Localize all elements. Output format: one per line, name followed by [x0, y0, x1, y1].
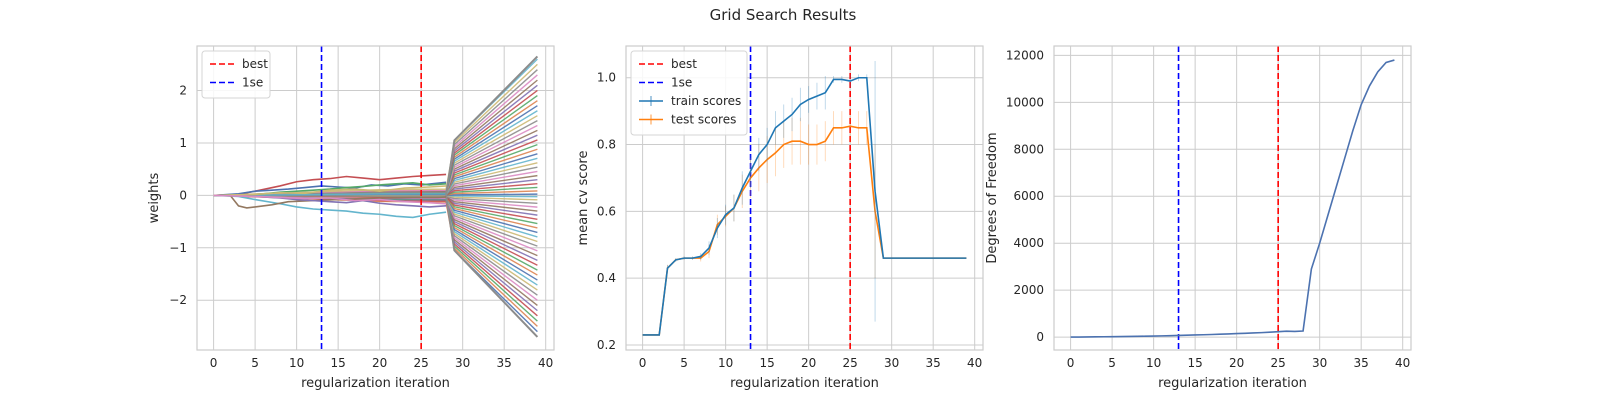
x-tick-label: 15: [1187, 356, 1202, 370]
series-line: [642, 76, 967, 336]
x-axis-label: regularization iteration: [1158, 376, 1307, 391]
x-tick-label: 40: [1395, 356, 1410, 370]
x-tick-label: 35: [497, 356, 512, 370]
x-tick-label: 35: [926, 356, 941, 370]
series-test-scores: [642, 109, 967, 336]
y-tick-label: 2: [179, 84, 187, 98]
y-tick-label: 8000: [1013, 142, 1044, 156]
y-tick-label: −2: [169, 293, 187, 307]
x-tick-label: 5: [251, 356, 259, 370]
x-tick-label: 40: [967, 356, 982, 370]
x-tick-label: 30: [1312, 356, 1327, 370]
chart-cv-scores: 0 5 10 15 20 25 30 35 40 0.2 0.4 0.6 0.8 1.0 regulariz…: [576, 45, 984, 391]
y-tick-label: 2000: [1013, 283, 1044, 297]
y-axis-label: Degrees of Freedom: [985, 132, 1000, 263]
axes-frame: [1053, 45, 1412, 351]
x-tick-label: 20: [372, 356, 387, 370]
y-tick-label: 0.4: [597, 271, 616, 285]
dof-line: [1070, 59, 1395, 338]
x-axis-label: regularization iteration: [301, 376, 450, 391]
x-tick-label: 15: [330, 356, 345, 370]
legend-label-train-scores: train scores: [671, 94, 741, 108]
weight-line: [213, 185, 447, 197]
legend-label-1se: 1se: [671, 76, 692, 90]
plot-area: [1054, 46, 1411, 350]
x-tick-label: 25: [414, 356, 429, 370]
weight-line: [213, 194, 447, 219]
x-tick-label: 0: [1067, 356, 1075, 370]
x-tick-label: 0: [639, 356, 647, 370]
x-tick-label: 30: [884, 356, 899, 370]
x-tick-label: 30: [455, 356, 470, 370]
x-axis-label: regularization iteration: [730, 376, 879, 391]
x-tick-label: 0: [210, 356, 218, 370]
x-tick-label: 10: [1146, 356, 1161, 370]
weight-line: [213, 194, 447, 205]
x-tick-label: 5: [1108, 356, 1116, 370]
legend-label-best: best: [671, 57, 697, 71]
y-tick-label: 0: [1036, 330, 1044, 344]
x-tick-label: 10: [289, 356, 304, 370]
y-tick-label: 0: [179, 188, 187, 202]
y-axis-label: weights: [147, 172, 162, 223]
chart-degrees-of-freedom: 0 5 10 15 20 25 30 35 40 0 2000 4000 6000 8000 10000 12…: [985, 45, 1412, 391]
series-train-scores: [642, 61, 967, 336]
x-tick-label: 35: [1354, 356, 1369, 370]
y-tick-label: 0.8: [597, 138, 616, 152]
y-tick-label: 1: [179, 136, 187, 150]
legend-label-1se: 1se: [242, 76, 263, 90]
x-tick-label: 25: [1271, 356, 1286, 370]
y-tick-label: 0.2: [597, 338, 616, 352]
legend-label-best: best: [242, 57, 268, 71]
weight-line: [213, 194, 447, 209]
weight-line: [445, 195, 539, 338]
x-tick-label: 15: [759, 356, 774, 370]
legend: best 1se train scores test scores: [630, 50, 748, 136]
x-tick-label: 20: [1229, 356, 1244, 370]
axes-frame: [625, 45, 984, 351]
legend-box: [201, 50, 271, 99]
x-tick-label: 5: [680, 356, 688, 370]
legend: best 1se: [201, 50, 271, 99]
y-tick-label: 10000: [1006, 95, 1044, 109]
legend-label-test-scores: test scores: [671, 113, 736, 127]
y-tick-label: 1.0: [597, 71, 616, 85]
y-tick-label: 12000: [1006, 48, 1044, 62]
y-tick-label: −1: [169, 241, 187, 255]
x-tick-label: 20: [801, 356, 816, 370]
chart-weights: 0 5 10 15 20 25 30 35 40 −2 −1 0 1 2 regularization it…: [147, 45, 555, 391]
legend-box: [630, 50, 748, 136]
weight-line: [445, 55, 539, 196]
x-tick-label: 10: [718, 356, 733, 370]
axes-frame: [196, 45, 555, 351]
weight-lines: [213, 55, 539, 338]
y-tick-label: 0.6: [597, 204, 616, 218]
figure-title: Grid Search Results: [710, 6, 857, 24]
y-tick-label: 4000: [1013, 236, 1044, 250]
y-axis-label: mean cv score: [576, 151, 591, 246]
y-tick-label: 6000: [1013, 189, 1044, 203]
x-tick-label: 40: [538, 356, 553, 370]
x-tick-label: 25: [843, 356, 858, 370]
